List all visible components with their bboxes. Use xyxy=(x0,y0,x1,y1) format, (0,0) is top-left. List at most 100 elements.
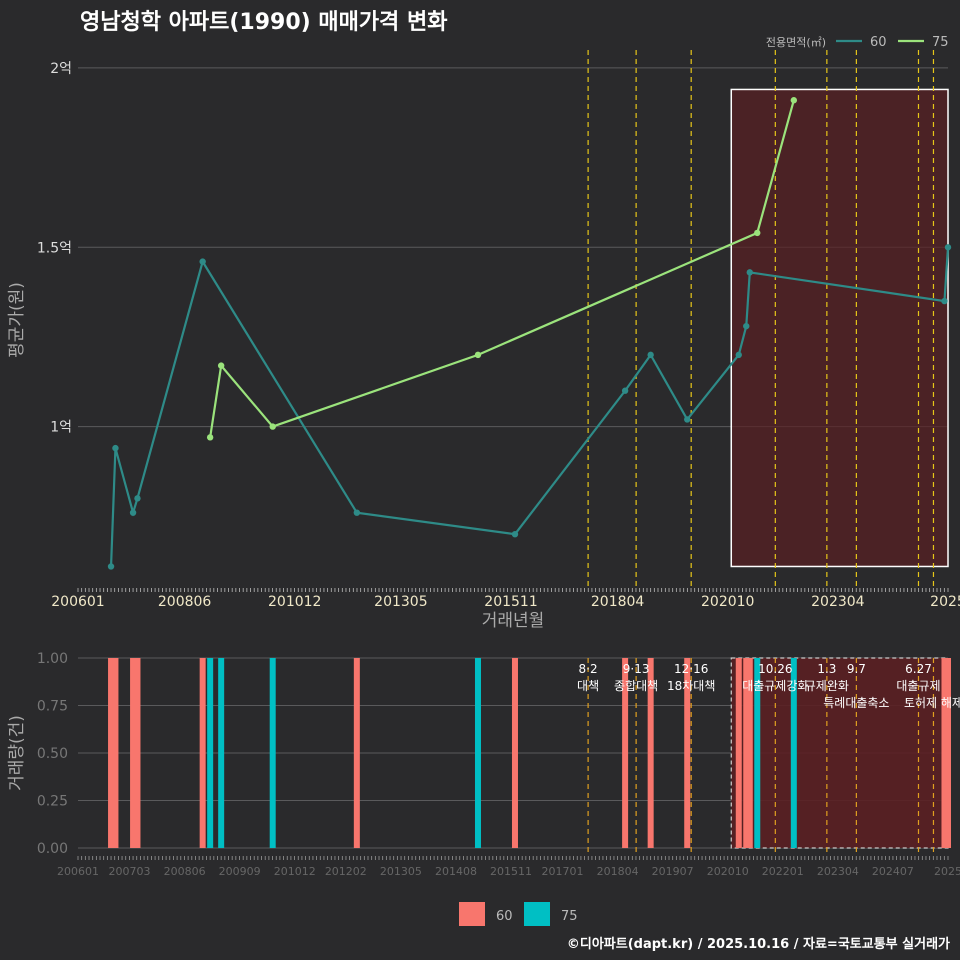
policy-date-label: 1.3 xyxy=(817,662,836,676)
legend-key-60 xyxy=(459,902,485,926)
data-point-60 xyxy=(129,509,137,516)
bar-60 xyxy=(945,658,951,848)
credit-text: ©디아파트(dapt.kr) / 2025.10.16 / 자료=국토교통부 실… xyxy=(566,937,950,952)
data-point-75 xyxy=(754,229,761,237)
bar-60 xyxy=(353,658,360,848)
policy-name-label: 토허제 해제 xyxy=(904,696,960,710)
y-axis-label: 평균가(원) xyxy=(7,282,27,358)
policy-name-label: 특례대출축소 xyxy=(823,696,889,710)
y-tick-label: 1.00 xyxy=(37,651,68,667)
y-axis-label: 거래량(건) xyxy=(7,715,27,791)
policy-name-label: 대책 xyxy=(577,678,599,693)
legend-label-60: 60 xyxy=(496,909,513,924)
x-tick-label: 201907 xyxy=(652,865,694,878)
x-tick-label: 201012 xyxy=(274,865,316,878)
policy-name-label: 대출규제강화 xyxy=(742,679,808,693)
x-tick-label: 2025 xyxy=(934,865,960,878)
y-tick-label: 0.50 xyxy=(37,746,68,762)
bar-75 xyxy=(269,658,276,848)
x-tick-label: 202407 xyxy=(872,865,914,878)
x-tick-label: 2025 xyxy=(930,594,960,610)
data-point-60 xyxy=(353,509,361,516)
policy-date-label: 10.26 xyxy=(758,662,792,676)
x-axis-label: 거래년월 xyxy=(482,611,545,631)
data-point-60 xyxy=(941,297,948,305)
x-tick-label: 202010 xyxy=(707,865,749,878)
x-tick-label: 201701 xyxy=(542,865,584,878)
data-point-75 xyxy=(474,351,482,359)
x-tick-label: 201804 xyxy=(597,865,639,878)
y-tick-label: 0.25 xyxy=(37,794,68,810)
legend-label-75: 75 xyxy=(561,909,578,924)
policy-name-label: 18차대책 xyxy=(667,678,715,693)
bar-60 xyxy=(622,658,629,848)
chart-title: 영남청학 아파트(1990) 매매가격 변화 xyxy=(80,10,448,35)
bar-60 xyxy=(647,658,654,848)
bar-60 xyxy=(746,658,753,848)
data-point-75 xyxy=(269,423,276,430)
x-tick-label: 201305 xyxy=(380,865,422,878)
legend-label-75: 75 xyxy=(932,35,949,50)
x-tick-label: 200601 xyxy=(57,865,99,878)
x-tick-label: 201804 xyxy=(591,594,645,610)
policy-name-label: 규제완화 xyxy=(805,679,849,693)
x-tick-label: 202201 xyxy=(762,865,804,878)
x-tick-label: 201012 xyxy=(268,594,321,610)
policy-date-label: 9.7 xyxy=(847,662,866,676)
data-point-60 xyxy=(944,244,952,251)
bar-60 xyxy=(684,658,691,848)
policy-name-label: 대출규제 xyxy=(896,679,940,693)
data-point-75 xyxy=(790,97,798,104)
y-tick-label: 0.75 xyxy=(37,699,68,715)
y-tick-label: 0.00 xyxy=(37,841,68,857)
x-tick-label: 200601 xyxy=(51,594,104,610)
data-point-60 xyxy=(647,351,654,359)
y-tick-label: 2억 xyxy=(50,61,72,77)
bar-75 xyxy=(218,658,225,848)
x-tick-label: 202010 xyxy=(701,594,754,610)
x-tick-label: 202304 xyxy=(811,594,865,610)
data-point-60 xyxy=(134,495,141,502)
highlight-box xyxy=(730,88,949,568)
x-tick-label: 200806 xyxy=(158,594,212,610)
legend-label-60: 60 xyxy=(870,35,887,50)
x-tick-label: 200909 xyxy=(219,865,261,878)
policy-name-label: 종합대책 xyxy=(614,678,658,693)
x-tick-label: 200806 xyxy=(164,865,206,878)
y-tick-label: 1억 xyxy=(50,420,72,436)
policy-date-label: 9·13 xyxy=(623,662,650,676)
bar-60 xyxy=(108,658,115,848)
legend-key-75 xyxy=(524,902,550,926)
bar-75 xyxy=(207,658,214,848)
data-point-60 xyxy=(746,269,753,276)
data-point-75 xyxy=(217,362,225,369)
x-tick-label: 201202 xyxy=(325,865,367,878)
data-point-60 xyxy=(743,322,750,330)
highlight-box xyxy=(730,657,949,849)
x-tick-label: 201511 xyxy=(490,865,532,878)
data-point-60 xyxy=(199,258,206,265)
data-point-60 xyxy=(107,563,115,570)
data-point-60 xyxy=(112,444,119,452)
data-point-60 xyxy=(511,531,519,538)
bar-60 xyxy=(511,658,518,848)
bar-75 xyxy=(474,658,481,848)
series-line-75 xyxy=(209,99,795,438)
bar-60 xyxy=(134,658,141,848)
y-tick-label: 1.5억 xyxy=(37,240,72,256)
x-tick-label: 201511 xyxy=(484,594,537,610)
bar-60 xyxy=(199,658,206,848)
legend-title: 전용면적(㎡) xyxy=(766,36,826,49)
policy-date-label: 6.27 xyxy=(905,662,932,676)
policy-date-label: 12·16 xyxy=(674,662,708,676)
data-point-60 xyxy=(735,351,742,359)
x-tick-label: 202304 xyxy=(817,865,859,878)
data-point-60 xyxy=(684,416,691,423)
x-tick-label: 201408 xyxy=(435,865,477,878)
bar-60 xyxy=(743,658,750,848)
data-point-75 xyxy=(206,434,214,441)
x-tick-label: 200703 xyxy=(109,865,151,878)
data-point-60 xyxy=(621,387,629,394)
